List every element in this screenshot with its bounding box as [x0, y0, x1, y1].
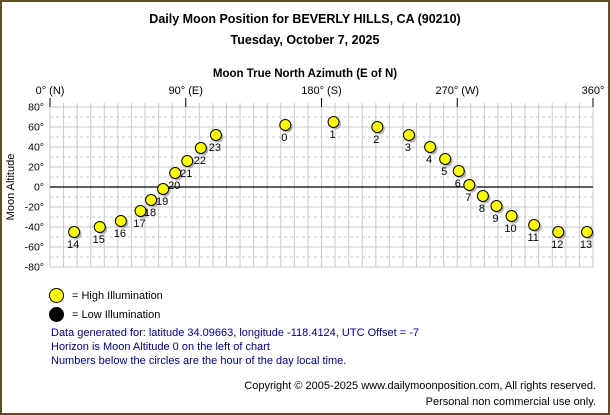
legend-item-low: = Low Illumination [49, 305, 163, 324]
moon-point-hour-1 [327, 116, 340, 128]
chart-grid [49, 103, 594, 268]
x-axis-tick-label: 360° [582, 85, 605, 97]
moon-point-hour-label: 0 [281, 132, 287, 144]
moon-point-hour-9 [490, 200, 503, 212]
chart-notes: Data generated for: latitude 34.09663, l… [51, 326, 419, 368]
high-illumination-swatch-icon [49, 288, 64, 303]
moon-point-hour-15 [93, 221, 106, 233]
moon-point-hour-4 [424, 141, 437, 153]
date-subtitle: Tuesday, October 7, 2025 [230, 33, 380, 47]
x-axis-tick-label: 0° (N) [36, 85, 65, 97]
copyright-line: Copyright © 2005-2025 www.dailymoonposit… [244, 380, 596, 392]
moon-point-hour-label: 21 [180, 168, 192, 180]
moon-point-hour-label: 19 [156, 196, 168, 208]
low-illumination-swatch-icon [49, 307, 64, 322]
moon-point-hour-6 [452, 165, 465, 177]
y-axis-tick-label: 60° [28, 122, 44, 134]
y-axis-tick-label: -80° [25, 262, 44, 274]
y-axis-tick-label: -60° [25, 242, 44, 254]
moon-point-hour-label: 5 [441, 166, 447, 178]
legend-item-high: = High Illumination [49, 286, 163, 305]
legend-low-label: = Low Illumination [72, 308, 161, 321]
moon-point-hour-5 [439, 153, 452, 165]
moon-point-hour-label: 3 [405, 142, 411, 154]
x-axis-tick-label: 180° (S) [301, 85, 341, 97]
moon-point-hour-label: 2 [373, 134, 379, 146]
x-axis-title: Moon True North Azimuth (E of N) [212, 68, 398, 80]
y-axis-tick-label: 80° [28, 102, 44, 114]
page-title: Daily Moon Position for BEVERLY HILLS, C… [149, 12, 461, 26]
moon-point-hour-21 [181, 155, 194, 167]
moon-point-hour-label: 15 [93, 234, 105, 246]
moon-point-hour-label: 14 [67, 239, 79, 251]
moon-point-hour-3 [402, 129, 415, 141]
y-axis-label: Moon Altitude [5, 154, 17, 221]
chart-axes: 0° (N) 90° (E) 180° (S) 270° (W) 360°80°60°4… [25, 85, 605, 274]
moon-point-hour-label: 6 [455, 178, 461, 190]
note-hours: Numbers below the circles are the hour o… [51, 355, 347, 367]
moon-point-hour-label: 7 [465, 192, 471, 204]
note-horizon: Horizon is Moon Altitude 0 on the left o… [51, 341, 270, 353]
moon-point-hour-label: 4 [426, 154, 432, 166]
moon-point-hour-label: 11 [527, 232, 538, 244]
moon-point-hour-22 [194, 142, 207, 154]
y-axis-tick-label: 20° [28, 162, 44, 174]
moon-point-hour-label: 1 [330, 129, 336, 141]
y-axis-tick-label: -40° [25, 222, 44, 234]
legend: = High Illumination = Low Illumination [49, 286, 163, 324]
moon-point-hour-14 [68, 226, 81, 238]
moon-point-hour-10 [505, 210, 518, 222]
moon-point-hour-23 [209, 129, 222, 141]
moon-point-hour-label: 22 [194, 155, 206, 167]
y-axis-tick-label: -20° [25, 202, 44, 214]
moon-point-hour-16 [114, 215, 127, 227]
usage-line: Personal non commercial use only. [425, 395, 596, 408]
x-axis-tick-label: 90° (E) [169, 85, 203, 97]
y-axis-tick-label: 0° [34, 182, 44, 194]
moon-point-hour-19 [157, 183, 170, 195]
moon-point-hour-17 [134, 205, 147, 217]
moon-point-hour-label: 8 [479, 203, 485, 215]
moon-point-hour-0 [279, 119, 292, 131]
note-location: Data generated for: latitude 34.09663, l… [51, 327, 420, 339]
moon-point-hour-13 [580, 226, 593, 238]
moon-point-hour-label: 23 [209, 142, 221, 154]
moon-point-hour-18 [145, 194, 158, 206]
moon-point-hour-8 [476, 190, 489, 202]
y-axis-tick-label: 40° [28, 142, 44, 154]
moon-point-hour-20 [169, 167, 182, 179]
footer: Copyright © 2005-2025 www.dailymoonposit… [244, 379, 596, 410]
x-axis-tick-label: 270° (W) [435, 85, 479, 97]
moon-point-hour-label: 20 [168, 180, 180, 192]
legend-high-label: = High Illumination [72, 289, 163, 302]
moon-point-hour-11 [528, 219, 541, 231]
moon-point-hour-label: 9 [492, 213, 498, 225]
moon-point-hour-label: 17 [133, 218, 145, 230]
moon-point-hour-7 [463, 179, 476, 191]
moon-point-hour-label: 13 [580, 239, 592, 251]
moon-point-hour-label: 12 [551, 239, 563, 251]
moon-point-hour-label: 10 [504, 223, 516, 235]
moon-point-hour-2 [371, 121, 384, 133]
moon-point-hour-12 [552, 226, 565, 238]
moon-point-hour-label: 16 [114, 228, 126, 240]
moon-point-hour-label: 18 [144, 207, 156, 219]
